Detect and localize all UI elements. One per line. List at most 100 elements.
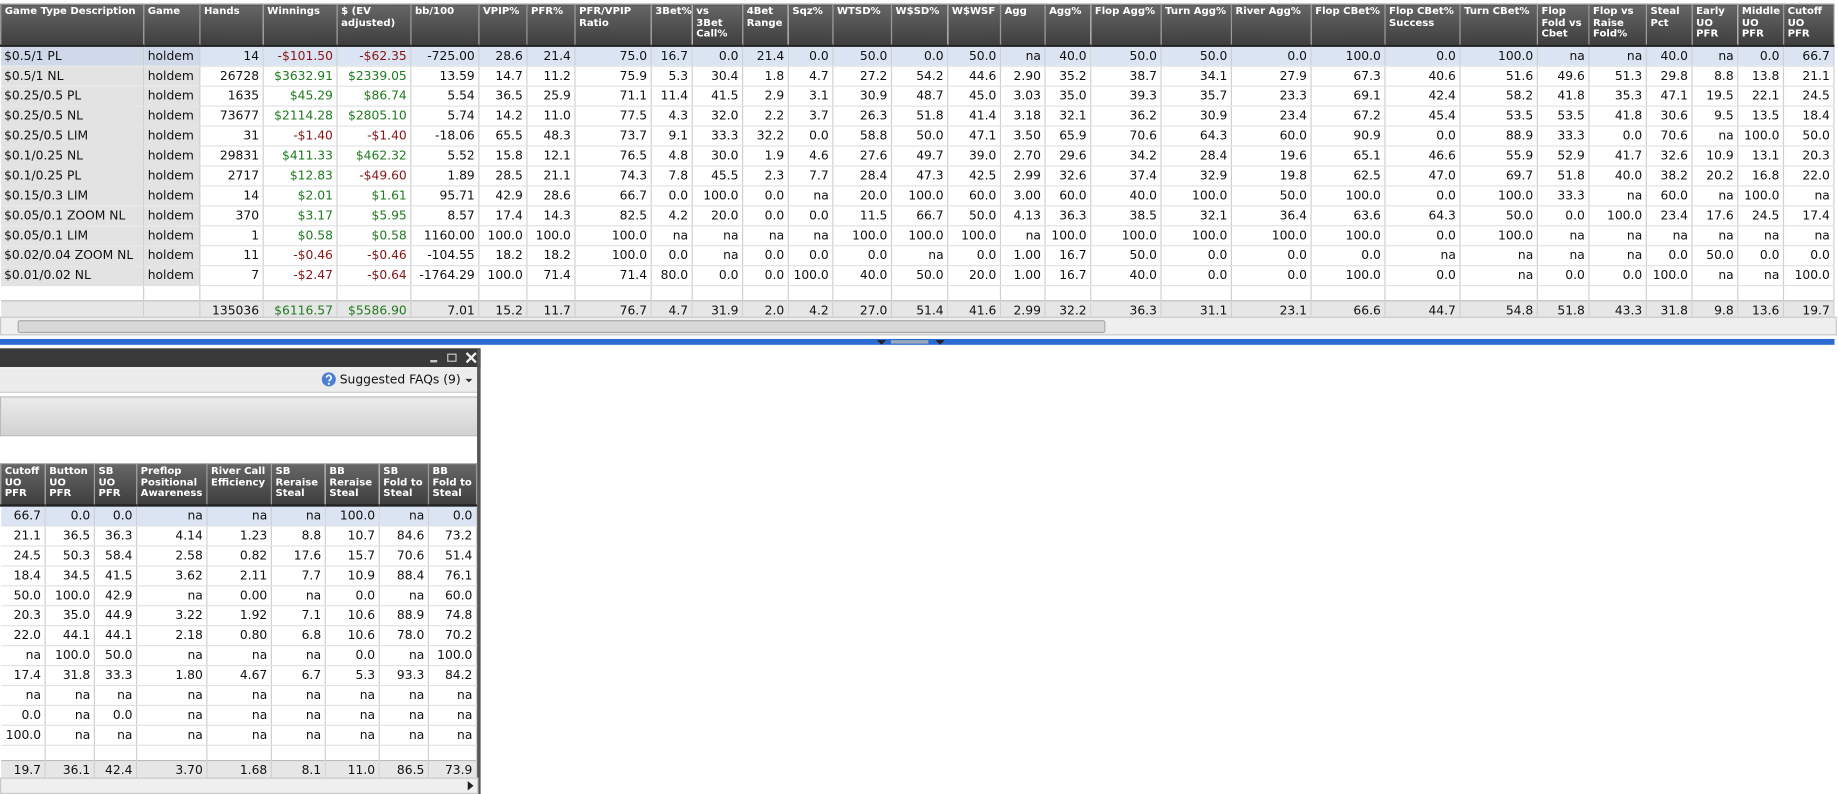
cell: na xyxy=(94,685,138,707)
cell: 100.0 xyxy=(478,265,528,287)
cell: $5.95 xyxy=(337,205,412,227)
cell: 50.0 xyxy=(832,45,893,67)
cell: na xyxy=(428,725,478,746)
lower-panel: Suggested FAQs (9) xyxy=(0,348,481,794)
cell: na xyxy=(206,705,272,726)
cell: holdem xyxy=(143,185,201,207)
cell: $0.58 xyxy=(263,225,338,247)
cell: $0.1/0.25 PL xyxy=(0,165,145,187)
total-cell: 4.7 xyxy=(651,300,693,322)
cell: $2805.10 xyxy=(337,106,412,127)
spacer-cell xyxy=(410,285,480,301)
cell: 62.5 xyxy=(1311,165,1386,187)
cell: 47.1 xyxy=(947,126,1002,147)
column-header: Sqz% xyxy=(787,3,834,47)
cell: na xyxy=(136,585,208,607)
cell: 31.8 xyxy=(45,665,95,687)
cell: 36.3 xyxy=(94,526,138,547)
horizontal-scrollbar[interactable] xyxy=(0,316,1837,336)
cell: 41.5 xyxy=(692,86,744,107)
cell: na xyxy=(94,725,138,746)
cell: 10.7 xyxy=(325,526,380,547)
cell: 32.1 xyxy=(1045,106,1092,127)
column-header: Turn CBet% xyxy=(1459,3,1538,47)
cell: 2.11 xyxy=(206,565,272,587)
header-row: Game Type Description Game Hands Winnings $ … xyxy=(0,3,1835,47)
cell: 4.13 xyxy=(1000,205,1046,227)
column-header: vs 3Bet Call% xyxy=(691,3,744,47)
cell: 100.0 xyxy=(325,505,380,527)
cell: 49.6 xyxy=(1537,66,1590,87)
total-cell: 42.4 xyxy=(94,759,138,782)
cell: 19.5 xyxy=(1692,86,1739,107)
column-header: Flop Agg% xyxy=(1090,3,1162,47)
cell: 19.8 xyxy=(1231,165,1312,187)
cell: 20.0 xyxy=(947,265,1002,287)
spacer-cell xyxy=(651,285,693,301)
cell: na xyxy=(1588,225,1647,247)
cell: 0.0 xyxy=(742,245,789,267)
cell: -$2.47 xyxy=(263,265,338,287)
cell: 51.3 xyxy=(1588,66,1647,87)
cell: $86.74 xyxy=(337,86,412,107)
cell: 1.92 xyxy=(206,605,272,627)
horizontal-scrollbar[interactable] xyxy=(0,777,479,794)
cell: 19.6 xyxy=(1231,146,1312,167)
cell: 66.7 xyxy=(1783,45,1835,67)
cell: 13.8 xyxy=(1737,66,1785,87)
spacer-cell xyxy=(1311,285,1386,301)
cell: 73.7 xyxy=(574,126,652,147)
cell: 100.0 xyxy=(45,645,95,667)
cell: na xyxy=(0,685,46,707)
splitter[interactable] xyxy=(0,338,1835,345)
total-cell: 19.7 xyxy=(1783,300,1835,322)
cell: na xyxy=(136,505,208,527)
column-header: Steal Pct xyxy=(1645,3,1693,47)
data-row: $0.05/0.1 LIM holdem 1 $0.58 $0.58 1160.00 100… xyxy=(0,225,1835,247)
cell: 66.7 xyxy=(0,505,46,527)
spacer-cell xyxy=(947,285,1002,301)
cell: 50.0 xyxy=(947,205,1002,227)
cell: 51.6 xyxy=(1459,66,1538,87)
cell: 40.0 xyxy=(832,265,893,287)
cell: 10.6 xyxy=(325,605,380,627)
total-cell: 13.6 xyxy=(1737,300,1785,322)
cell: 69.7 xyxy=(1459,165,1538,187)
total-cell: 9.8 xyxy=(1692,300,1739,322)
totals-row: 19.7 36.1 42.4 3.70 1.68 8.1 11.0 86.5 73.9 xyxy=(0,759,478,782)
spacer-cell xyxy=(478,285,528,301)
cell: 0.0 xyxy=(1311,245,1386,267)
cell: 14.2 xyxy=(478,106,528,127)
data-row: 50.0 100.0 42.9 na 0.00 na 0.0 na 60.0 xyxy=(0,585,478,607)
cell: 24.5 xyxy=(0,545,46,567)
scroll-right-arrow[interactable] xyxy=(463,779,477,793)
cell: 100.0 xyxy=(1459,45,1538,67)
cell: 6.7 xyxy=(271,665,326,687)
cell: 33.3 xyxy=(1537,126,1590,147)
faq-button[interactable]: Suggested FAQs (9) xyxy=(321,372,474,387)
cell: 100.0 xyxy=(1311,225,1386,247)
cell: 10.9 xyxy=(1692,146,1739,167)
cell: 0.0 xyxy=(1588,126,1647,147)
cell: 32.1 xyxy=(1161,205,1232,227)
cell: 9.5 xyxy=(1692,106,1739,127)
cell: 67.3 xyxy=(1311,66,1386,87)
cell: 5.54 xyxy=(410,86,480,107)
cell: 50.0 xyxy=(1161,45,1232,67)
cell: 50.0 xyxy=(94,645,138,667)
cell: 33.3 xyxy=(1537,185,1590,207)
cell: 15.8 xyxy=(478,146,528,167)
cell: 1.80 xyxy=(136,665,208,687)
window-controls[interactable] xyxy=(0,348,481,367)
panel-title-bar xyxy=(0,348,481,368)
cell: na xyxy=(891,245,949,267)
cell: na xyxy=(271,645,326,667)
spacer-cell xyxy=(0,285,145,301)
cell: 88.4 xyxy=(379,565,430,587)
cell: 0.0 xyxy=(742,265,789,287)
cell: 17.4 xyxy=(0,665,46,687)
scroll-thumb[interactable] xyxy=(17,320,1106,334)
cell: 28.6 xyxy=(526,185,576,207)
spacer-cell xyxy=(1384,285,1461,301)
cell: $0.25/0.5 LIM xyxy=(0,126,145,147)
